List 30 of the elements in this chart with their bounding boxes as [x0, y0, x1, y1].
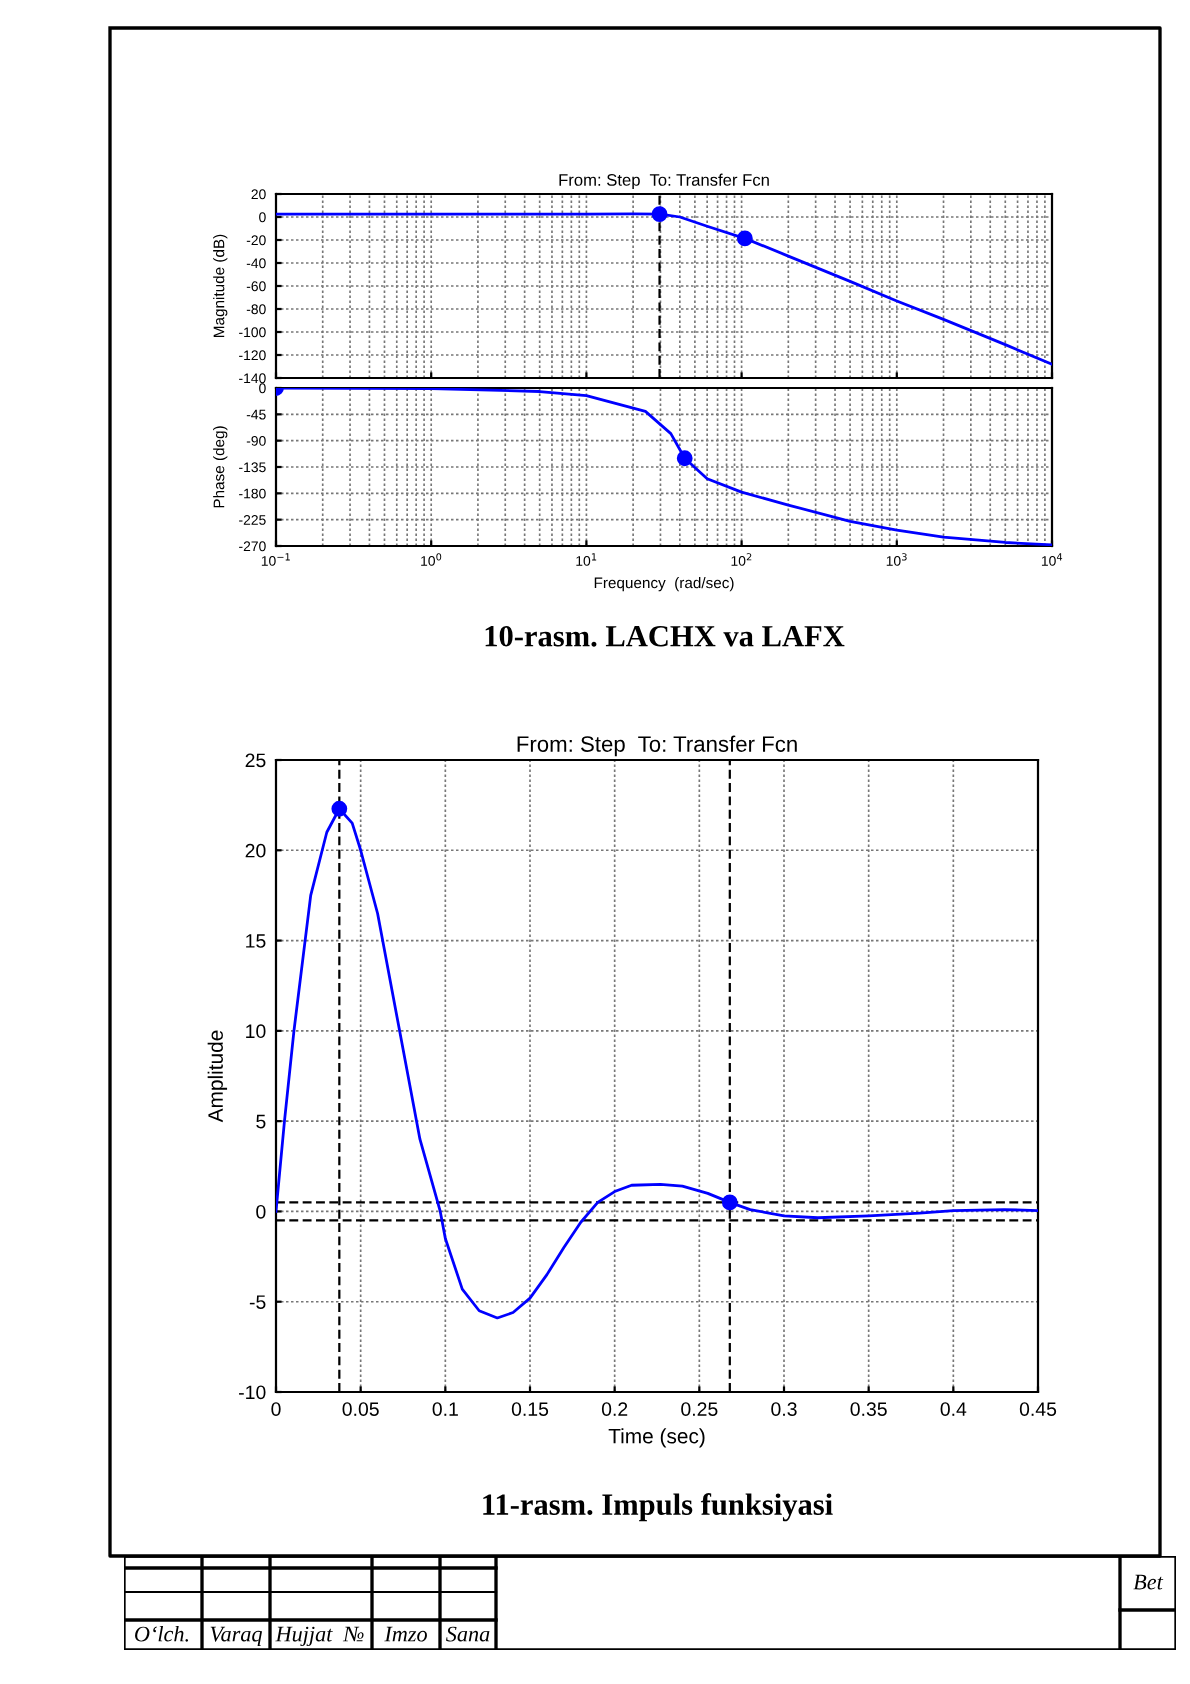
y-axis-title: Amplitude: [207, 1030, 228, 1123]
x-tick-label: 0.35: [850, 1402, 887, 1416]
x-tick-label: 0.1: [432, 1402, 458, 1416]
text: Hujjat №: [275, 1626, 364, 1647]
y-tick-label: 5: [256, 1114, 266, 1129]
x-axis-title: Time (sec): [608, 1428, 705, 1448]
x-tick-label: 0.4: [940, 1402, 967, 1416]
x-tick-label: 0.15: [511, 1402, 549, 1416]
x-tick-label: 0.2: [601, 1402, 628, 1416]
y-tick-label: 15: [246, 934, 266, 948]
x-tick-label: 0.05: [342, 1402, 379, 1416]
text: 10-rasm. LACHX va LAFX: [485, 625, 845, 647]
y-tick-label: 0: [256, 1204, 266, 1219]
x-tick-label: 0.3: [771, 1402, 797, 1416]
chart-title: From: Step To: Transfer Fcn: [517, 735, 797, 757]
y-tick-label: 10: [246, 1024, 266, 1039]
x-tick-label: 0: [271, 1402, 281, 1416]
y-tick-label: -10: [239, 1385, 266, 1400]
text: Sana: [446, 1626, 490, 1642]
x-tick-label: 0.25: [681, 1402, 718, 1416]
text: O‘lch.: [135, 1625, 189, 1642]
x-tick-label: 0.45: [1019, 1402, 1057, 1416]
chart-title: From: Step To: Transfer Fcn: [559, 173, 769, 190]
y-tick-label: -5: [249, 1295, 266, 1309]
y-tick-label: 20: [245, 843, 266, 858]
y-tick-label: 25: [245, 753, 266, 768]
text: Varaq: [210, 1626, 263, 1647]
text: Imzo: [384, 1626, 427, 1642]
text: Bet: [1133, 1574, 1164, 1590]
text: 11-rasm. Impuls funksiyasi: [483, 1493, 833, 1522]
